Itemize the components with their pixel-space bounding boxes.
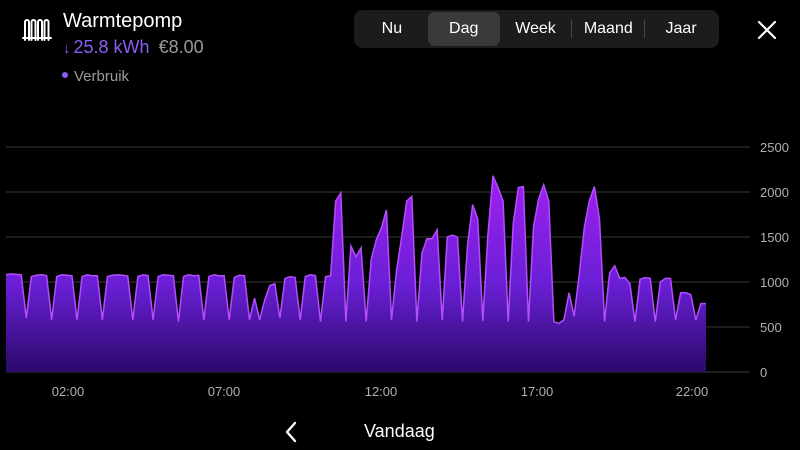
close-button[interactable] — [756, 19, 778, 41]
y-tick-label: 0 — [760, 365, 767, 380]
x-tick-label: 17:00 — [521, 384, 554, 399]
y-tick-label: 2500 — [760, 140, 789, 155]
y-tick-label: 1000 — [760, 275, 789, 290]
legend-label: Verbruik — [74, 68, 130, 85]
footer: Vandaag — [0, 410, 800, 450]
chevron-left-icon — [285, 421, 297, 443]
legend-dot-icon — [62, 72, 68, 79]
tab-dag[interactable]: Dag — [427, 12, 500, 46]
tab-maand[interactable]: Maand — [583, 20, 633, 37]
tab-week[interactable]: Week — [515, 20, 556, 37]
x-tick-label: 12:00 — [365, 384, 398, 399]
tab-jaar[interactable]: Jaar — [665, 20, 697, 37]
tab-nu[interactable]: Nu — [381, 20, 403, 37]
y-tick-label: 2000 — [760, 185, 789, 200]
previous-day-button[interactable] — [282, 420, 300, 444]
header: Warmtepomp ↓ 25.8 kWh €8.00 Verbruik Nu D… — [0, 0, 800, 100]
x-tick-label: 02:00 — [52, 384, 85, 399]
energy-value: 25.8 kWh — [73, 37, 150, 57]
usage-area — [6, 175, 706, 372]
x-tick-label: 22:00 — [676, 384, 709, 399]
x-tick-label: 07:00 — [208, 384, 241, 399]
radiator-icon — [22, 16, 52, 44]
tab-divider — [571, 20, 573, 38]
page-title: Warmtepomp — [63, 10, 183, 32]
usage-chart-svg: 0 500 1000 1500 2000 2500 02:00 07:00 12:00 17:0… — [5, 140, 789, 399]
usage-chart[interactable]: 0 500 1000 1500 2000 2500 02:00 07:00 12:00 17:0… — [0, 130, 800, 410]
legend: Verbruik — [62, 68, 129, 85]
y-tick-label: 500 — [760, 320, 782, 335]
cost-value: €8.00 — [158, 37, 204, 57]
usage-line — [5, 175, 706, 325]
arrow-down-icon: ↓ — [63, 40, 71, 57]
period-tabs: Nu Dag Week Maand Jaar — [354, 10, 719, 48]
tab-divider — [644, 20, 646, 38]
date-label: Vandaag — [364, 421, 435, 441]
energy-summary: ↓ 25.8 kWh €8.00 — [63, 37, 204, 58]
close-icon — [757, 20, 777, 40]
y-tick-label: 1500 — [760, 230, 789, 245]
